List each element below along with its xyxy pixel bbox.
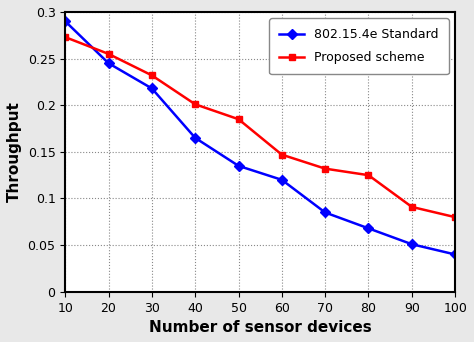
802.15.4e Standard xyxy=(192,136,198,140)
802.15.4e Standard xyxy=(409,242,415,246)
Proposed scheme xyxy=(279,153,285,157)
802.15.4e Standard xyxy=(322,210,328,214)
Proposed scheme xyxy=(106,52,111,56)
802.15.4e Standard xyxy=(365,226,371,231)
Line: Proposed scheme: Proposed scheme xyxy=(62,34,458,221)
802.15.4e Standard xyxy=(149,87,155,91)
802.15.4e Standard xyxy=(279,178,285,182)
Proposed scheme xyxy=(149,73,155,77)
Line: 802.15.4e Standard: 802.15.4e Standard xyxy=(62,18,458,258)
Proposed scheme xyxy=(452,215,458,219)
Proposed scheme xyxy=(409,205,415,209)
802.15.4e Standard xyxy=(63,19,68,23)
Proposed scheme xyxy=(192,102,198,106)
Y-axis label: Throughput: Throughput xyxy=(7,102,22,202)
Proposed scheme xyxy=(365,173,371,177)
802.15.4e Standard xyxy=(236,164,241,168)
Proposed scheme xyxy=(322,167,328,171)
Legend: 802.15.4e Standard, Proposed scheme: 802.15.4e Standard, Proposed scheme xyxy=(269,18,449,74)
Proposed scheme xyxy=(236,117,241,121)
802.15.4e Standard xyxy=(452,252,458,256)
X-axis label: Number of sensor devices: Number of sensor devices xyxy=(149,320,372,335)
Proposed scheme xyxy=(63,35,68,39)
802.15.4e Standard xyxy=(106,61,111,65)
